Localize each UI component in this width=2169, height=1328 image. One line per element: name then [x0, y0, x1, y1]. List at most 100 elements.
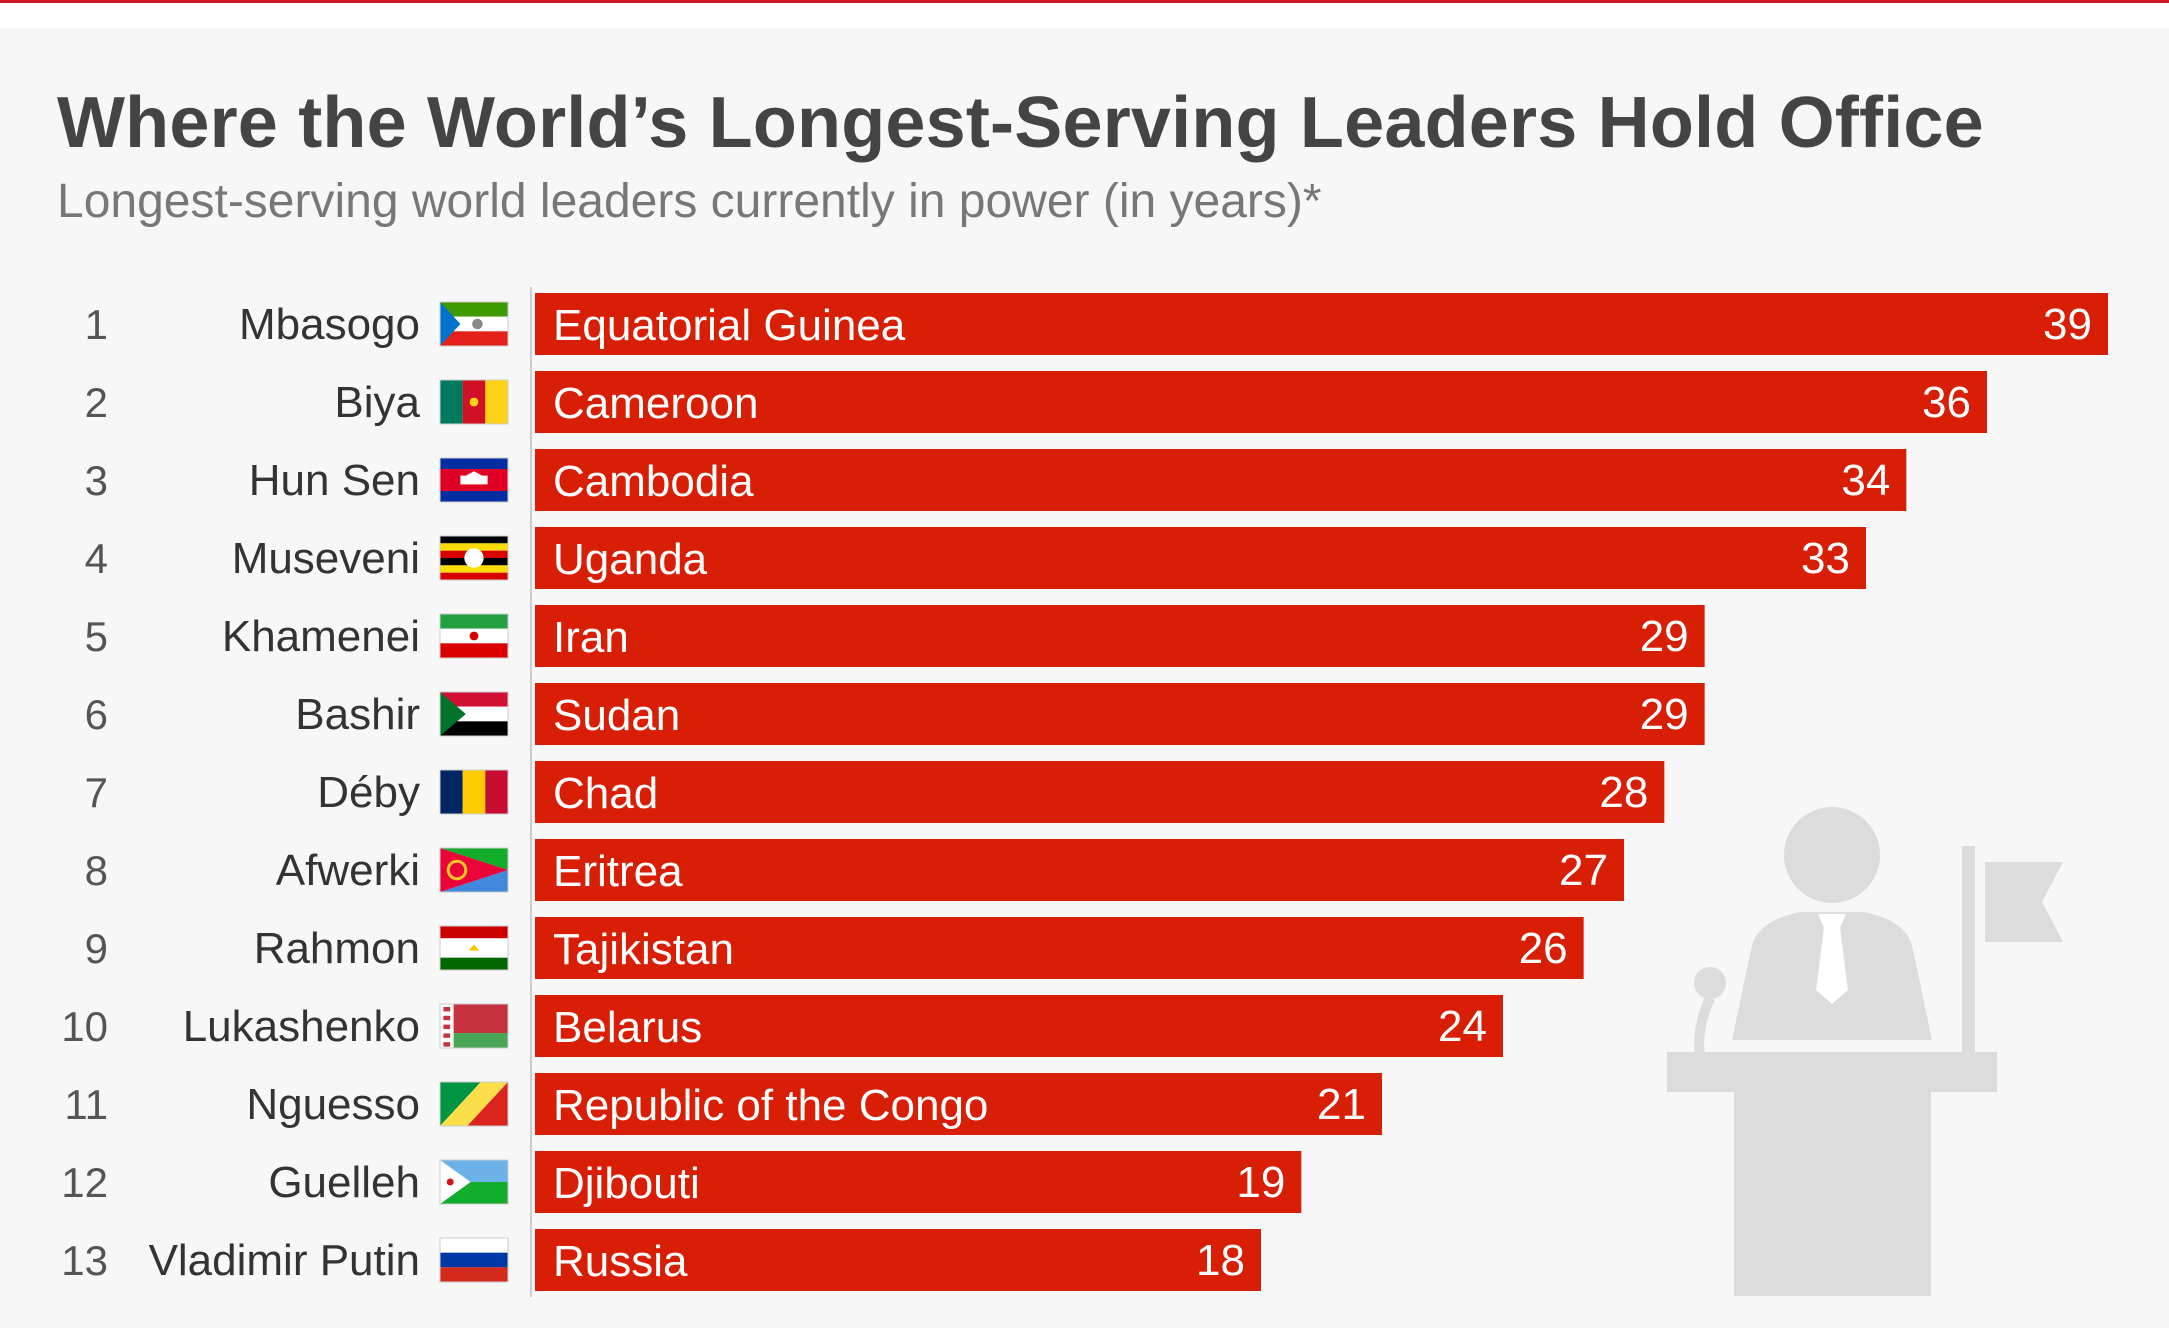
bar-row: 8 Afwerki Eritrea 27	[85, 839, 1624, 901]
leader-name-label: Biya	[334, 378, 420, 427]
bar-row: 11 Nguesso Republic of the Congo 21	[64, 1073, 1382, 1135]
belarus-flag-icon	[439, 1003, 509, 1049]
microphone-head-shape	[1694, 967, 1726, 999]
rank-label: 7	[85, 769, 108, 816]
rank-label: 13	[61, 1237, 108, 1284]
bar	[535, 995, 1503, 1057]
rank-label: 2	[85, 379, 108, 426]
rank-label: 4	[85, 535, 108, 582]
country-label: Cambodia	[553, 457, 754, 506]
tajikistan-flag-icon	[439, 925, 509, 971]
bar-row: 3 Hun Sen Cambodia 34	[85, 449, 1907, 511]
bar	[535, 293, 2108, 355]
bar	[535, 1229, 1261, 1291]
country-label: Russia	[553, 1237, 688, 1286]
bar-row: 7 Déby Chad 28	[85, 761, 1665, 823]
bar-row: 6 Bashir Sudan 29	[85, 683, 1705, 745]
country-label: Eritrea	[553, 847, 683, 896]
leader-name-label: Khamenei	[222, 612, 420, 661]
value-label: 28	[1599, 768, 1648, 817]
leader-name-label: Afwerki	[276, 846, 420, 895]
leader-name-label: Nguesso	[246, 1080, 420, 1129]
value-label: 19	[1236, 1158, 1285, 1207]
leader-name-label: Hun Sen	[249, 456, 420, 505]
bar	[535, 605, 1705, 667]
rank-label: 10	[61, 1003, 108, 1050]
leader-name-label: Lukashenko	[183, 1002, 420, 1051]
leader-name-label: Vladimir Putin	[149, 1236, 420, 1285]
bar	[535, 917, 1584, 979]
bar-row: 5 Khamenei Iran 29	[85, 605, 1705, 667]
bar-row: 2 Biya Cameroon 36	[85, 371, 1987, 433]
russia-flag-icon	[439, 1237, 509, 1283]
leader-name-label: Rahmon	[254, 924, 420, 973]
leader-at-podium-icon	[1667, 807, 2063, 1296]
microphone-stand-shape	[1694, 995, 1715, 1055]
bar	[535, 371, 1987, 433]
bar	[535, 1151, 1302, 1213]
chart-title: Where the World’s Longest-Serving Leader…	[57, 83, 1984, 163]
leader-name-label: Museveni	[232, 534, 420, 583]
flag-banner-shape	[1985, 862, 2063, 942]
bar	[535, 839, 1624, 901]
leader-name-label: Mbasogo	[239, 300, 420, 349]
value-label: 34	[1841, 456, 1890, 505]
rank-label: 5	[85, 613, 108, 660]
leader-name-label: Guelleh	[268, 1158, 420, 1207]
bar	[535, 449, 1907, 511]
leader-name-label: Déby	[317, 768, 420, 817]
chad-flag-icon	[439, 769, 509, 815]
congo-flag-icon	[439, 1081, 509, 1127]
top-accent-rule	[0, 0, 2169, 3]
podium-stand-shape	[1734, 1092, 1931, 1296]
country-label: Republic of the Congo	[553, 1081, 988, 1130]
rank-label: 1	[85, 301, 108, 348]
leader-name-label: Bashir	[295, 690, 420, 739]
rank-label: 11	[64, 1081, 108, 1128]
bar-row: 12 Guelleh Djibouti 19	[61, 1151, 1302, 1213]
value-label: 39	[2043, 300, 2092, 349]
country-label: Iran	[553, 613, 629, 662]
country-label: Chad	[553, 769, 658, 818]
uganda-flag-icon	[439, 535, 509, 581]
eritrea-flag-icon	[439, 847, 509, 893]
cambodia-flag-icon	[439, 457, 509, 503]
value-label: 33	[1801, 534, 1850, 583]
value-label: 36	[1922, 378, 1971, 427]
chart-subtitle: Longest-serving world leaders currently …	[57, 175, 1322, 228]
bar	[535, 683, 1705, 745]
value-label: 21	[1317, 1080, 1366, 1129]
value-label: 29	[1640, 612, 1689, 661]
bar-row: 13 Vladimir Putin Russia 18	[61, 1229, 1261, 1291]
value-label: 18	[1196, 1236, 1245, 1285]
bar-row: 10 Lukashenko Belarus 24	[61, 995, 1503, 1057]
sudan-flag-icon	[439, 691, 509, 737]
podium-top-shape	[1667, 1052, 1997, 1092]
bar-row: 4 Museveni Uganda 33	[85, 527, 1866, 589]
rank-label: 6	[85, 691, 108, 738]
rank-label: 9	[85, 925, 108, 972]
iran-flag-icon	[439, 613, 509, 659]
rank-label: 3	[85, 457, 108, 504]
country-label: Cameroon	[553, 379, 758, 428]
country-label: Djibouti	[553, 1159, 700, 1208]
bar-row: 9 Rahmon Tajikistan 26	[85, 917, 1584, 979]
leader-tie-shape	[1816, 914, 1848, 1004]
bar	[535, 761, 1665, 823]
bar-rows: 1 Mbasogo Equatorial Guinea 392 Biya Cameroon…	[61, 293, 2108, 1291]
bar	[535, 1073, 1382, 1135]
leader-head-shape	[1784, 807, 1880, 903]
equatorial-guinea-flag-icon	[439, 301, 509, 347]
djibouti-flag-icon	[439, 1159, 509, 1205]
country-label: Tajikistan	[553, 925, 734, 974]
value-label: 29	[1640, 690, 1689, 739]
cameroon-flag-icon	[439, 379, 509, 425]
value-label: 26	[1519, 924, 1568, 973]
value-label: 27	[1559, 846, 1608, 895]
bar	[535, 527, 1866, 589]
value-label: 24	[1438, 1002, 1487, 1051]
country-label: Belarus	[553, 1003, 702, 1052]
country-label: Uganda	[553, 535, 708, 584]
country-label: Equatorial Guinea	[553, 301, 906, 350]
